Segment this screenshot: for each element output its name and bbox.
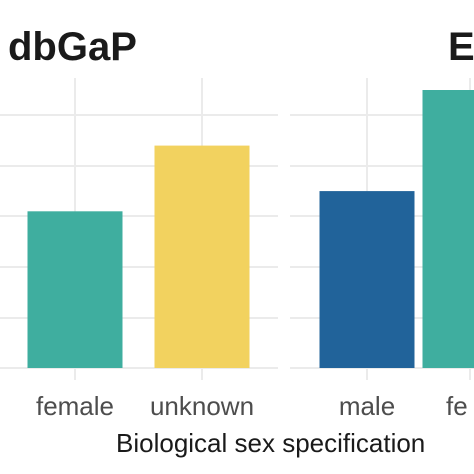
bar-unknown: [154, 145, 250, 368]
x-axis-title: Biological sex specification: [116, 428, 425, 458]
bars: [27, 90, 474, 368]
bar-male: [319, 191, 415, 368]
x-tick-label-female: female: [36, 391, 114, 421]
x-tick-label-fe: fe: [446, 391, 468, 421]
bar-fe: [422, 90, 474, 368]
bar-female: [27, 211, 123, 368]
chart-labels: dbGaP E female unknown male fe Biologica…: [8, 25, 474, 458]
panel-title-dbgap: dbGaP: [8, 25, 137, 69]
x-tick-label-male: male: [339, 391, 395, 421]
panel-title-e: E: [448, 25, 474, 69]
x-tick-label-unknown: unknown: [150, 391, 254, 421]
